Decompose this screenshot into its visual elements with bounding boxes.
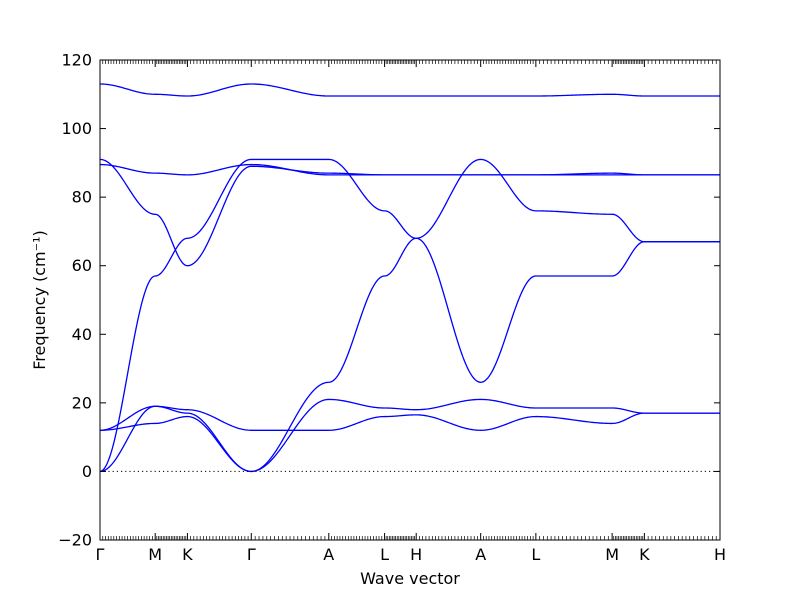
y-tick-label: 60 (72, 256, 92, 275)
x-tick-label: K (182, 545, 193, 564)
band-line-7 (99, 83, 720, 97)
band-line-1 (99, 158, 720, 473)
band-lines (99, 83, 720, 473)
y-tick-label: −20 (58, 531, 92, 550)
y-tick-label: 40 (72, 325, 92, 344)
x-tick-label: A (475, 545, 486, 564)
y-axis-label: Frequency (cm⁻¹) (30, 230, 49, 369)
x-tick-label: K (639, 545, 650, 564)
x-tick-label: M (605, 545, 619, 564)
plot-frame (99, 59, 721, 541)
x-tick-label: L (380, 545, 389, 564)
y-axis-ticks: −20 0 20 40 60 80 100 120 (58, 51, 720, 550)
y-tick-label: 0 (82, 462, 92, 481)
x-tick-label: Γ (96, 545, 105, 564)
band-line-2 (99, 158, 720, 473)
band-line-6 (99, 163, 720, 176)
x-tick-label: H (714, 545, 726, 564)
y-tick-label: 20 (72, 393, 92, 412)
x-axis-label: Wave vector (360, 569, 460, 588)
y-tick-label: 120 (61, 51, 92, 70)
band-line-3 (99, 398, 720, 473)
x-tick-label: H (410, 545, 422, 564)
band-line-4 (99, 405, 720, 431)
x-tick-label: M (148, 545, 162, 564)
minor-ticks (102, 60, 717, 540)
x-tick-label: L (531, 545, 540, 564)
x-tick-label: Γ (247, 545, 256, 564)
x-tick-label: A (323, 545, 334, 564)
y-tick-label: 80 (72, 188, 92, 207)
y-tick-label: 100 (61, 119, 92, 138)
